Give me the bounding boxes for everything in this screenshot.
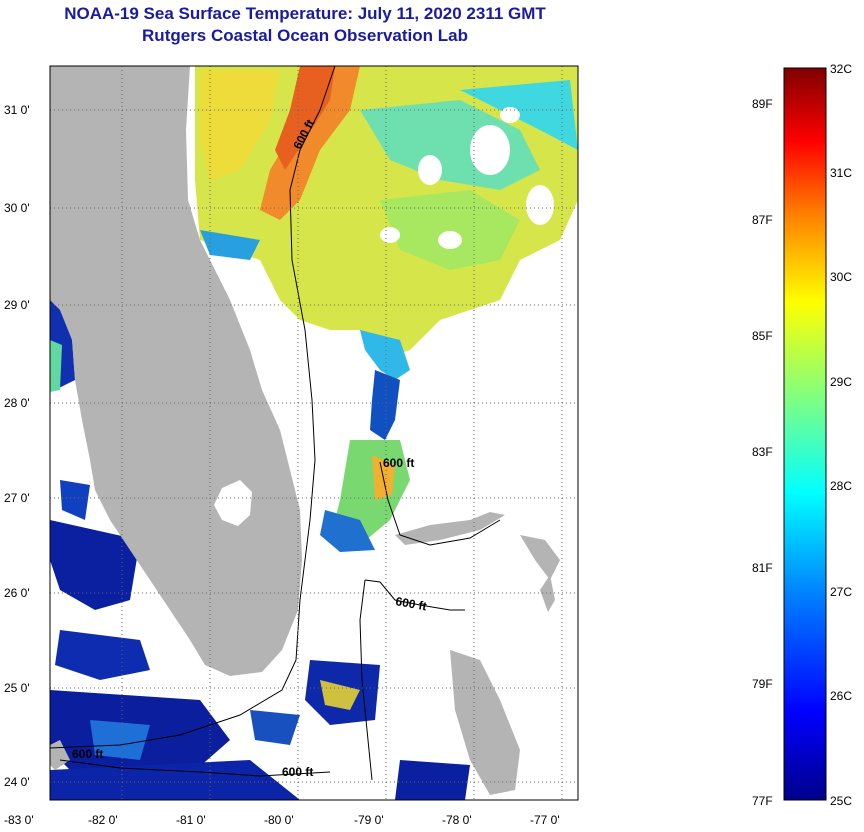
- lat-tick-label: 30 0': [4, 201, 30, 215]
- celsius-label: 29C: [830, 375, 852, 389]
- celsius-label: 25C: [830, 794, 852, 808]
- colorbar-fahrenheit-labels: 89F 87F 85F 83F 81F 79F 77F: [752, 97, 773, 808]
- map-frame: [49, 65, 579, 801]
- latitude-ticks: 31 0' 30 0' 29 0' 28 0' 27 0' 26 0' 25 0…: [4, 103, 30, 789]
- map-title: NOAA-19 Sea Surface Temperature: July 11…: [64, 4, 546, 23]
- contour-label: 600 ft: [383, 456, 414, 470]
- depth-contours: [50, 66, 501, 781]
- grand-bahama: [395, 512, 505, 545]
- celsius-label: 31C: [830, 166, 852, 180]
- lon-tick-label: -79 0': [354, 813, 384, 827]
- contour-label: 600 ft: [394, 594, 427, 613]
- color-bar: [783, 67, 827, 801]
- lon-tick-label: -82 0': [88, 813, 118, 827]
- longitude-ticks: -83 0' -82 0' -81 0' -80 0' -79 0' -78 0…: [4, 813, 560, 827]
- andros-island: [450, 650, 520, 795]
- lon-tick-label: -80 0': [264, 813, 294, 827]
- fahrenheit-label: 83F: [752, 445, 773, 459]
- lat-tick-label: 27 0': [4, 491, 30, 505]
- lat-tick-label: 31 0': [4, 103, 30, 117]
- celsius-label: 27C: [830, 585, 852, 599]
- lat-tick-label: 26 0': [4, 586, 30, 600]
- lat-tick-label: 25 0': [4, 681, 30, 695]
- abaco-island: [520, 535, 560, 580]
- lon-tick-label: -83 0': [4, 813, 34, 827]
- contour-label: 600 ft: [72, 747, 103, 761]
- graticule: [50, 66, 578, 800]
- fahrenheit-label: 89F: [752, 97, 773, 111]
- fahrenheit-label: 77F: [752, 794, 773, 808]
- fahrenheit-label: 87F: [752, 213, 773, 227]
- celsius-label: 30C: [830, 270, 852, 284]
- lat-tick-label: 29 0': [4, 298, 30, 312]
- fahrenheit-label: 79F: [752, 677, 773, 691]
- fahrenheit-label: 85F: [752, 329, 773, 343]
- map-subtitle: Rutgers Coastal Ocean Observation Lab: [142, 26, 468, 45]
- lon-tick-label: -81 0': [176, 813, 206, 827]
- lon-tick-label: -78 0': [442, 813, 472, 827]
- celsius-label: 32C: [830, 62, 852, 76]
- fahrenheit-label: 81F: [752, 561, 773, 575]
- lake-okeechobee: [214, 480, 252, 526]
- eleuthera-island: [540, 575, 555, 612]
- celsius-label: 28C: [830, 479, 852, 493]
- colorbar-celsius-labels: 32C 31C 30C 29C 28C 27C 26C 25C: [830, 62, 852, 808]
- contour-label: 600 ft: [282, 765, 313, 779]
- lat-tick-label: 28 0': [4, 396, 30, 410]
- cloud-mask: [380, 107, 554, 249]
- lon-tick-label: -77 0': [530, 813, 560, 827]
- celsius-label: 26C: [830, 689, 852, 703]
- lat-tick-label: 24 0': [4, 775, 30, 789]
